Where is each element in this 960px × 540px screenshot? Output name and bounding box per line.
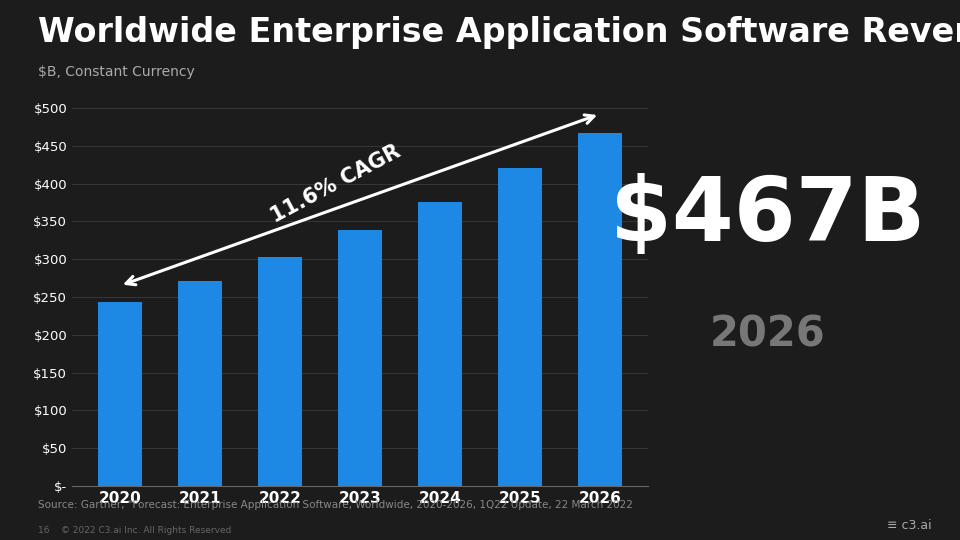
- Bar: [498, 168, 541, 486]
- Text: 11.6% CAGR: 11.6% CAGR: [268, 141, 404, 226]
- Text: ≡ c3.ai: ≡ c3.ai: [887, 519, 931, 532]
- Bar: [338, 231, 382, 486]
- Text: 16    © 2022 C3.ai Inc. All Rights Reserved: 16 © 2022 C3.ai Inc. All Rights Reserved: [38, 525, 231, 535]
- Text: Worldwide Enterprise Application Software Revenue: Worldwide Enterprise Application Softwar…: [38, 16, 960, 49]
- Bar: [98, 302, 142, 486]
- Bar: [258, 257, 302, 486]
- Bar: [179, 281, 222, 486]
- Bar: [418, 202, 462, 486]
- Text: Source: Gartner, "Forecast: Enterprise Application Software, Worldwide, 2020-202: Source: Gartner, "Forecast: Enterprise A…: [38, 500, 634, 510]
- Text: $B, Constant Currency: $B, Constant Currency: [38, 65, 195, 79]
- Bar: [578, 133, 622, 486]
- Text: $467B: $467B: [611, 172, 925, 260]
- Text: 2026: 2026: [710, 314, 826, 356]
